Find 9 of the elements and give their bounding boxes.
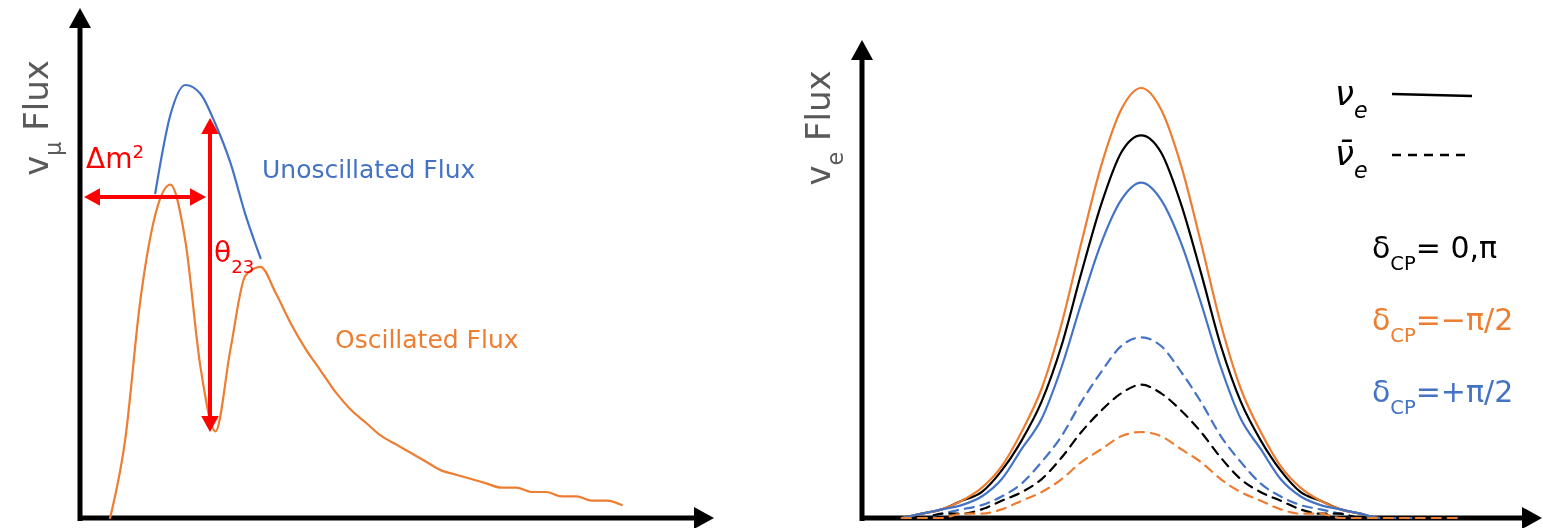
annotation: Δm$^{2}$	[86, 140, 145, 175]
series-label: Unoscillated Flux	[262, 155, 476, 184]
annotation: θ$_{23}$	[214, 236, 255, 277]
text: δ$_{CP}$=−π/2	[1372, 302, 1514, 347]
text: δ$_{CP}$= 0,π	[1372, 230, 1498, 275]
annotation: ν̄$_{e}$	[1335, 133, 1368, 183]
annotation: ν$_{e}$	[1335, 73, 1368, 123]
text: δ$_{CP}$=+π/2	[1372, 374, 1514, 419]
series-label: Oscillated Flux	[335, 325, 519, 354]
